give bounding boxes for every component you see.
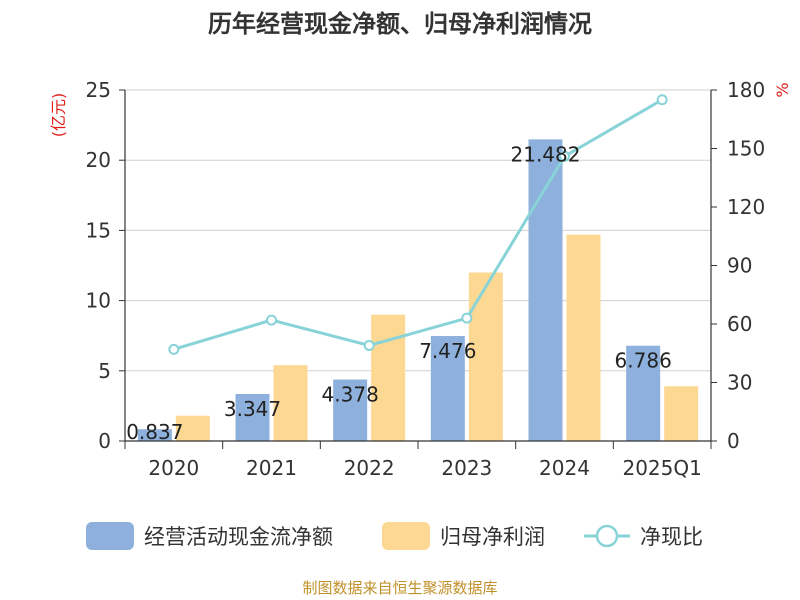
left-axis-unit: (亿元) [49,93,68,138]
bar-operating-cashflow [333,379,368,441]
x-axis-tick-label: 2025Q1 [622,456,701,480]
data-label: 21.482 [511,142,581,166]
axes [119,89,717,449]
right-axis-tick-label: 180 [727,78,765,102]
data-label: 4.378 [322,383,379,407]
data-label: 6.786 [615,349,672,373]
data-labels: 0.837 3.347 4.378 7.476 21.482 6.786 [126,142,672,444]
right-axis-tick-label: 90 [727,254,752,278]
bar-net-profit [175,415,210,441]
x-axis-tick-label: 2020 [148,456,199,480]
left-axis-tick-label: 20 [86,148,111,172]
left-axis-tick-label: 10 [86,289,111,313]
source-note: 制图数据来自恒生聚源数据库 [302,579,497,597]
bar-net-profit [566,234,601,441]
legend-label-ratio: 净现比 [640,525,703,549]
bar-net-profit [468,272,503,441]
x-axis-tick-label: 2021 [246,456,297,480]
legend: 经营活动现金流净额 归母净利润 净现比 [86,522,703,550]
data-label: 3.347 [224,397,281,421]
right-axis-tick-label: 0 [727,429,740,453]
right-axis-tick-label: 30 [727,371,752,395]
ratio-point [559,150,570,162]
ratio-point [656,94,668,106]
legend-swatch-net-profit [382,522,430,550]
bar-net-profit [664,386,699,441]
left-axis-tick-label: 5 [98,359,111,383]
right-axis-tick-label: 60 [727,312,752,336]
legend-swatch-operating-cashflow [86,522,134,550]
ratio-point [363,339,375,351]
legend-label-operating-cashflow: 经营活动现金流净额 [144,525,333,549]
bar-operating-cashflow [528,139,563,442]
x-axis-tick-label: 2024 [539,456,590,480]
bar-operating-cashflow [626,345,661,441]
ratio-line-path [173,98,663,351]
left-axis-tick-label: 0 [98,429,111,453]
bar-net-profit [371,314,406,441]
bar-operating-cashflow [430,336,465,441]
right-axis-unit: % [773,82,792,97]
ratio-point [266,314,277,326]
tick-labels: 0 5 10 15 20 25 0 30 60 90 120 150 180 2020 2021 2022 20… [86,78,766,480]
gridlines [125,89,711,442]
data-label: 0.837 [126,420,183,444]
bar-operating-cashflow [235,394,270,441]
x-axis-tick-label: 2022 [344,456,395,480]
ratio-point [461,312,473,324]
data-label: 7.476 [419,339,476,363]
right-axis-tick-label: 120 [727,195,765,219]
right-axis-tick-label: 150 [727,137,765,161]
bar-operating-cashflow [137,429,172,441]
left-axis-tick-label: 25 [86,78,111,102]
ratio-line [168,94,668,355]
chart-title: 历年经营现金净额、归母净利润情况 [208,10,592,38]
left-axis-tick-label: 15 [86,218,111,242]
bar-net-profit [273,365,308,441]
legend-label-net-profit: 归母净利润 [440,525,545,549]
ratio-point [168,343,180,355]
bars [137,139,699,442]
legend-swatch-ratio-marker [595,524,619,548]
x-axis-tick-label: 2023 [441,456,492,480]
